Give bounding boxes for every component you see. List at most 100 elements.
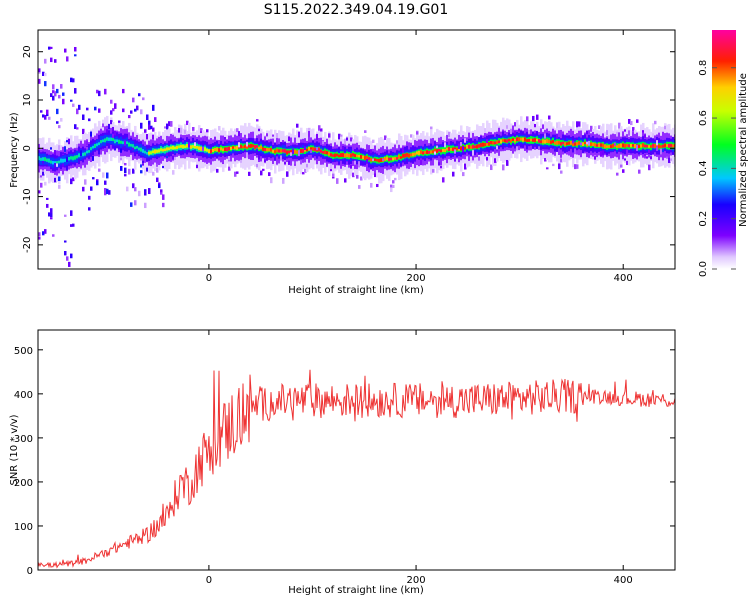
spectrogram-noise-cell bbox=[154, 117, 157, 122]
spectrogram-cell bbox=[236, 146, 239, 150]
spectrogram-cell bbox=[346, 153, 349, 158]
spectrogram-cell bbox=[366, 155, 369, 160]
spectrogram-noise-cell bbox=[164, 126, 167, 129]
spectrogram-cell bbox=[120, 140, 123, 144]
spectrogram-cell bbox=[300, 148, 303, 153]
spectrogram-noise-cell bbox=[620, 164, 623, 168]
spectrogram-noise-cell bbox=[202, 146, 205, 151]
spectrogram-cell bbox=[560, 142, 563, 146]
spectrogram-noise-cell bbox=[278, 138, 281, 145]
spectrogram-cell bbox=[418, 150, 421, 155]
spectrogram-noise-cell bbox=[44, 81, 47, 87]
spectrogram-noise-cell bbox=[602, 150, 605, 156]
spectrogram-cell bbox=[408, 153, 411, 158]
spectrogram-noise-cell bbox=[76, 144, 79, 148]
spectrogram-noise-cell bbox=[260, 170, 263, 176]
spectrogram-noise-cell bbox=[616, 172, 619, 176]
spectrogram-noise-cell bbox=[484, 128, 487, 133]
spectrogram-noise-cell bbox=[130, 202, 133, 207]
spectrogram-noise-cell bbox=[636, 145, 639, 151]
spectrogram-cell bbox=[442, 148, 445, 152]
spectrogram-noise-cell bbox=[42, 276, 45, 281]
spectrogram-noise-cell bbox=[320, 128, 323, 132]
spectrogram-cell bbox=[474, 145, 477, 149]
snr-ticks: 0 200 400 0 100 200 300 400 500 bbox=[14, 330, 675, 586]
spectrogram-noise-cell bbox=[630, 121, 633, 126]
spectrogram-noise-cell bbox=[576, 121, 579, 128]
spectrogram-noise-cell bbox=[216, 168, 219, 173]
spectrogram-noise-cell bbox=[184, 129, 187, 134]
spectrogram-cell bbox=[592, 142, 595, 146]
spectrogram-cell bbox=[268, 148, 271, 152]
spectrogram-noise-cell bbox=[396, 140, 399, 144]
colorbar-tick-label: 0.6 bbox=[698, 110, 709, 126]
spectrogram-noise-cell bbox=[98, 90, 101, 97]
spectrogram-noise-cell bbox=[194, 142, 197, 146]
spectrogram-noise-cell bbox=[92, 177, 95, 180]
spectrogram-noise-cell bbox=[472, 150, 475, 156]
spectrogram-noise-cell bbox=[430, 126, 433, 130]
spectrogram-cell bbox=[570, 140, 573, 145]
spectrogram-noise-cell bbox=[270, 177, 273, 184]
spectrogram-noise-cell bbox=[256, 119, 259, 122]
spectrogram-cell bbox=[270, 147, 273, 152]
spectrogram-noise-cell bbox=[660, 148, 663, 155]
spectrogram-noise-cell bbox=[74, 88, 77, 94]
spectrogram-noise-cell bbox=[140, 170, 143, 174]
spectrogram-noise-cell bbox=[574, 148, 577, 155]
spectrogram-cell bbox=[424, 151, 427, 154]
spectrogram-cell bbox=[426, 150, 429, 154]
spectrogram-noise-cell bbox=[238, 131, 241, 137]
spectrogram-cell bbox=[256, 145, 259, 148]
spectrogram-noise-cell bbox=[448, 140, 451, 145]
spectrogram-noise-cell bbox=[90, 131, 93, 137]
spectrogram-noise-cell bbox=[392, 184, 395, 188]
spectrogram-cell bbox=[204, 147, 207, 152]
snr-y-tick-label: 100 bbox=[14, 522, 33, 533]
spectrogram-cell bbox=[548, 139, 551, 144]
spectrogram-cell bbox=[392, 157, 395, 161]
spectrogram-noise-cell bbox=[624, 129, 627, 132]
spectrogram-cell bbox=[544, 139, 547, 144]
spectrogram-cell bbox=[368, 156, 371, 161]
spectrogram-noise-cell bbox=[308, 131, 311, 137]
spectrogram-noise-cell bbox=[152, 104, 155, 111]
spectrogram-cell bbox=[294, 149, 297, 154]
spectrogram-noise-cell bbox=[670, 158, 673, 161]
spectrogram-noise-cell bbox=[560, 158, 563, 163]
spectrogram-noise-cell bbox=[146, 114, 149, 121]
spectrogram-cell bbox=[78, 153, 81, 158]
spectrogram-cell bbox=[552, 140, 555, 144]
spectrogram-cell bbox=[62, 158, 65, 163]
spectrogram-noise-cell bbox=[390, 187, 393, 193]
spectrogram-cell bbox=[516, 137, 519, 142]
spectrogram-noise-cell bbox=[70, 99, 73, 102]
spectrogram-noise-cell bbox=[218, 126, 221, 131]
spectrogram-noise-cell bbox=[304, 168, 307, 173]
spectrogram-noise-cell bbox=[96, 180, 99, 186]
spectrogram-cell bbox=[584, 141, 587, 145]
spectrogram-cell bbox=[126, 141, 129, 145]
spectrogram-cell bbox=[72, 156, 75, 161]
spectrogram-noise-cell bbox=[64, 48, 67, 53]
spectrogram-cell bbox=[180, 144, 183, 148]
spectrogram-noise-cell bbox=[618, 122, 621, 129]
spectrogram-cell bbox=[530, 138, 533, 142]
spectrogram-cell bbox=[624, 143, 627, 148]
spectrogram-cell bbox=[164, 148, 167, 152]
spectrogram-noise-cell bbox=[172, 170, 175, 175]
spectrogram-noise-cell bbox=[568, 132, 571, 136]
spectrogram-noise-cell bbox=[70, 178, 73, 185]
spectrogram-noise-cell bbox=[60, 118, 63, 122]
spectrogram-cell bbox=[594, 143, 597, 147]
spectrogram-cell bbox=[638, 144, 641, 149]
spectrogram-cell bbox=[310, 147, 313, 150]
spectrogram-noise-cell bbox=[50, 57, 53, 63]
spectrogram-cell bbox=[528, 138, 531, 142]
spectrogram-noise-cell bbox=[110, 99, 113, 104]
spectrogram-cell bbox=[260, 145, 263, 150]
spectrogram-noise-cell bbox=[416, 131, 419, 135]
spectrogram-noise-cell bbox=[58, 125, 61, 129]
spectrogram-cell bbox=[134, 146, 137, 150]
spectrogram-noise-cell bbox=[622, 169, 625, 173]
